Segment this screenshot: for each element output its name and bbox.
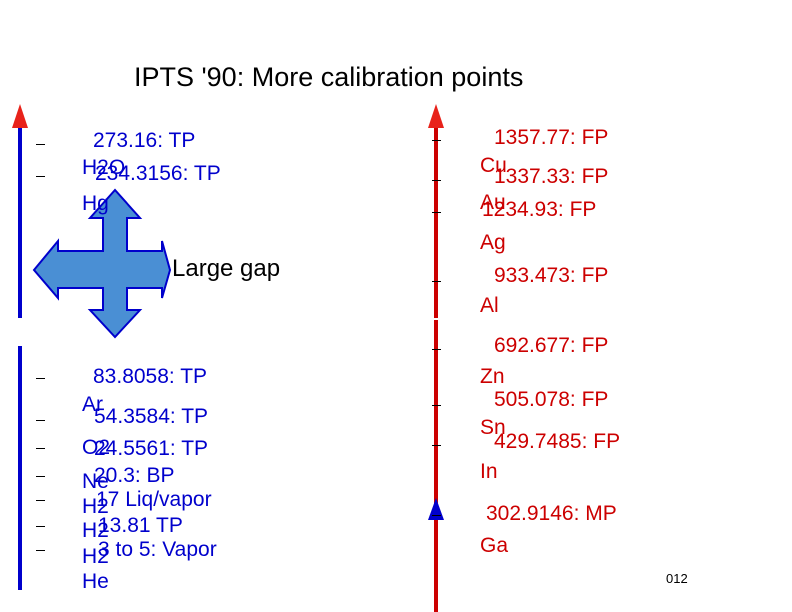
left-substance: H2 (82, 495, 109, 518)
right-value: 1234.93: FP (482, 198, 597, 221)
left-value: 3 to 5: Vapor (98, 538, 217, 561)
left-substance: O2 (82, 436, 111, 459)
right-value: 505.078: FP (494, 388, 609, 411)
left-substance: Hg (82, 192, 109, 215)
right-axis-lower-arrowhead-icon (428, 498, 444, 520)
right-substance: Au (480, 191, 506, 214)
right-substance: Al (480, 294, 499, 317)
right-value: 933.473: FP (494, 264, 609, 287)
tick (36, 500, 45, 501)
slide-number: 012 (666, 571, 688, 586)
tick (432, 180, 441, 181)
left-value: 273.16: TP (93, 129, 196, 152)
right-substance: Ga (480, 534, 509, 557)
tick (432, 445, 441, 446)
right-substance: Zn (480, 365, 505, 388)
left-value: 13.81 TP (98, 514, 183, 537)
slide-title: IPTS '90: More calibration points (134, 62, 524, 92)
tick (36, 378, 45, 379)
left-value: 83.8058: TP (93, 365, 208, 388)
left-value: 20.3: BP (94, 464, 175, 487)
tick (36, 420, 45, 421)
left-value: 17 Liq/vapor (96, 488, 212, 511)
tick (36, 144, 45, 145)
left-value: 24.5561: TP (94, 437, 209, 460)
tick (432, 140, 441, 141)
right-substance: In (480, 460, 498, 483)
tick (36, 550, 45, 551)
tick (36, 526, 45, 527)
right-value: 1337.33: FP (494, 165, 609, 188)
tick (432, 515, 441, 516)
tick (36, 176, 45, 177)
left-substance: H2 (82, 519, 109, 542)
tick (36, 476, 45, 477)
left-substance: H2 (82, 545, 109, 568)
right-value: 692.677: FP (494, 334, 609, 357)
tick (432, 281, 441, 282)
left-axis-arrowhead-icon (12, 104, 28, 128)
right-substance: Cu (480, 154, 507, 177)
right-substance: Ag (480, 231, 506, 254)
right-value: 429.7485: FP (494, 430, 621, 453)
gap-label: Large gap (172, 255, 281, 282)
tick (432, 349, 441, 350)
left-value: 54.3584: TP (94, 405, 209, 428)
tick (432, 212, 441, 213)
left-substance: He (82, 570, 109, 593)
right-axis-arrowhead-icon (428, 104, 444, 128)
right-value: 302.9146: MP (486, 502, 617, 525)
left-value: 234.3156: TP (95, 162, 221, 185)
right-value: 1357.77: FP (494, 126, 609, 149)
tick (432, 405, 441, 406)
left-substance: Ne (82, 470, 109, 493)
left-substance: H2O (82, 156, 126, 179)
gap-arrow-icon (32, 188, 172, 339)
left-substance: Ar (82, 393, 103, 416)
tick (36, 448, 45, 449)
right-substance: Sn (480, 416, 506, 439)
